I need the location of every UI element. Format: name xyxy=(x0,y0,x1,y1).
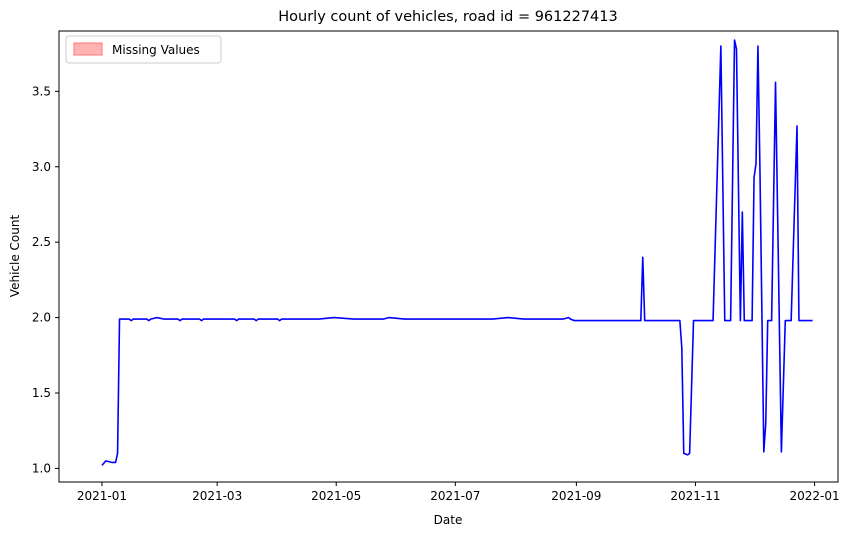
x-tick-label: 2021-07 xyxy=(430,489,480,503)
y-tick-label: 3.5 xyxy=(32,84,51,98)
plot-frame xyxy=(58,30,839,483)
y-tick-label: 2.0 xyxy=(32,311,51,325)
y-axis-label: Vehicle Count xyxy=(8,215,22,298)
series-line-0 xyxy=(101,39,813,466)
chart-title: Hourly count of vehicles, road id = 9612… xyxy=(278,9,618,25)
plot-area xyxy=(101,39,813,466)
legend-label: Missing Values xyxy=(112,43,200,57)
legend: Missing Values xyxy=(65,35,222,64)
x-tick-label: 2021-05 xyxy=(311,489,361,503)
y-tick-label: 3.0 xyxy=(32,160,51,174)
legend-swatch xyxy=(73,42,103,56)
legend-box xyxy=(65,35,222,64)
x-axis-label: Date xyxy=(434,513,463,527)
y-tick-label: 1.0 xyxy=(32,461,51,475)
x-tick-label: 2021-03 xyxy=(192,489,242,503)
x-axis: 2021-01 2021-03 2021-05 2021-07 2021-09 2021-… xyxy=(77,482,840,503)
x-tick-label: 2021-01 xyxy=(77,489,127,503)
x-tick-label: 2021-11 xyxy=(670,489,720,503)
x-tick-label: 2022-01 xyxy=(790,489,840,503)
y-axis: 1.0 1.5 2.0 2.5 3.0 3.5 xyxy=(32,84,59,475)
y-tick-label: 1.5 xyxy=(32,386,51,400)
x-tick-label: 2021-09 xyxy=(551,489,601,503)
y-tick-label: 2.5 xyxy=(32,235,51,249)
